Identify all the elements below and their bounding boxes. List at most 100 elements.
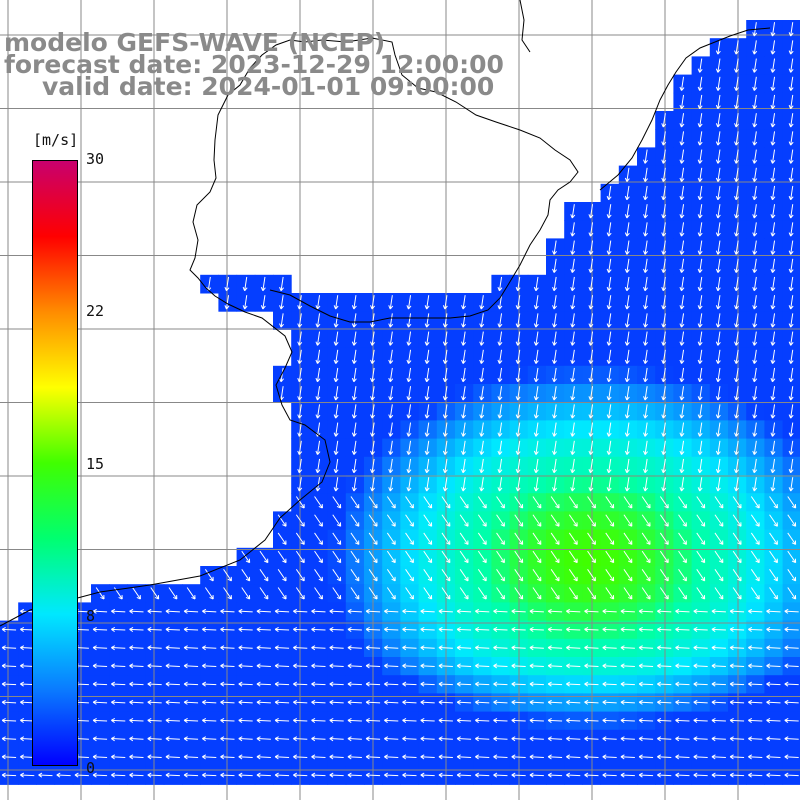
wind-arrow [1, 645, 17, 651]
wind-arrow [277, 587, 287, 600]
wind-arrow [552, 477, 557, 492]
wind-arrow [770, 240, 776, 255]
wind-arrow [570, 331, 576, 346]
wind-arrow [459, 496, 469, 509]
wind-arrow [711, 718, 726, 723]
wind-arrow [770, 94, 776, 110]
wind-arrow [638, 736, 654, 742]
wind-arrow [715, 149, 721, 164]
wind-arrow [697, 331, 703, 346]
wind-arrow [770, 313, 776, 328]
wind-arrow [606, 258, 612, 273]
wind-arrow [533, 458, 539, 474]
wind-arrow [311, 627, 326, 632]
wind-arrow [566, 754, 581, 760]
wind-arrow [293, 754, 308, 760]
wind-arrow [456, 754, 472, 760]
wind-arrow [329, 754, 344, 760]
wind-arrow [788, 386, 794, 401]
wind-arrow [274, 754, 290, 760]
wind-arrow [697, 76, 703, 91]
wind-arrow [202, 645, 217, 651]
wind-arrow [623, 532, 633, 545]
wind-arrow [420, 663, 435, 669]
wind-arrow [552, 422, 557, 437]
wind-arrow [332, 587, 342, 600]
wind-arrow [734, 149, 739, 164]
wind-arrow [111, 754, 126, 760]
wind-arrow [547, 608, 563, 614]
wind-arrow [20, 718, 35, 723]
wind-arrow [406, 349, 412, 364]
wind-arrow [693, 645, 708, 651]
wind-arrow [256, 681, 271, 687]
wind-arrow [351, 440, 357, 455]
wind-arrow [620, 754, 635, 760]
wind-arrow [533, 440, 539, 455]
wind-arrow [420, 736, 435, 742]
wind-arrow [734, 404, 739, 419]
wind-arrow [643, 167, 648, 182]
wind-arrow [679, 222, 685, 237]
wind-arrow [606, 240, 612, 255]
wind-arrow [606, 477, 612, 492]
wind-arrow [147, 681, 162, 687]
wind-arrow [95, 587, 105, 600]
wind-arrow [241, 569, 251, 582]
wind-arrow [388, 440, 394, 455]
wind-arrow [438, 608, 453, 614]
wind-arrow [497, 477, 503, 492]
wind-arrow [661, 258, 667, 273]
wind-arrow [552, 313, 557, 328]
wind-arrow [748, 627, 763, 632]
wind-arrow [424, 440, 430, 455]
wind-arrow [274, 772, 290, 778]
wind-arrow [368, 496, 378, 509]
wind-arrow [679, 458, 685, 474]
wind-arrow [347, 718, 362, 723]
wind-arrow [441, 532, 451, 545]
wind-arrow [274, 736, 290, 742]
wind-arrow [256, 645, 271, 651]
wind-arrow [515, 331, 521, 346]
wind-arrow [384, 663, 399, 669]
wind-arrow [295, 514, 305, 527]
wind-arrow [641, 587, 651, 600]
wind-arrow [624, 276, 630, 292]
wind-arrow [461, 458, 466, 474]
wind-arrow [350, 550, 360, 564]
wind-arrow [734, 131, 739, 146]
wind-arrow [315, 313, 321, 328]
wind-arrow [770, 477, 776, 492]
wind-arrow [332, 496, 342, 509]
wind-arrow [696, 550, 706, 564]
wind-arrow [496, 496, 505, 509]
wind-arrow [770, 149, 776, 164]
wind-arrow [620, 736, 635, 742]
wind-arrow [438, 663, 453, 669]
wind-arrow [238, 645, 253, 651]
wind-arrow [350, 496, 360, 509]
wind-arrow [406, 313, 412, 328]
wind-arrow [587, 514, 596, 527]
wind-arrow [697, 258, 703, 273]
wind-arrow [529, 754, 544, 760]
wind-arrow [423, 569, 433, 582]
wind-arrow [784, 645, 799, 651]
wind-arrow [661, 185, 667, 201]
wind-arrow [734, 76, 739, 91]
wind-arrow [566, 608, 581, 614]
wind-arrow [129, 645, 144, 651]
wind-arrow [661, 349, 667, 364]
wind-arrow [456, 718, 472, 723]
wind-arrow [678, 587, 687, 600]
wind-arrow [111, 645, 126, 651]
wind-arrow [732, 569, 742, 582]
wind-arrow [438, 627, 453, 632]
wind-arrow [752, 222, 758, 237]
wind-arrow [550, 569, 560, 582]
wind-arrow [365, 718, 381, 723]
wind-arrow [552, 258, 557, 273]
wind-arrow [386, 514, 396, 527]
